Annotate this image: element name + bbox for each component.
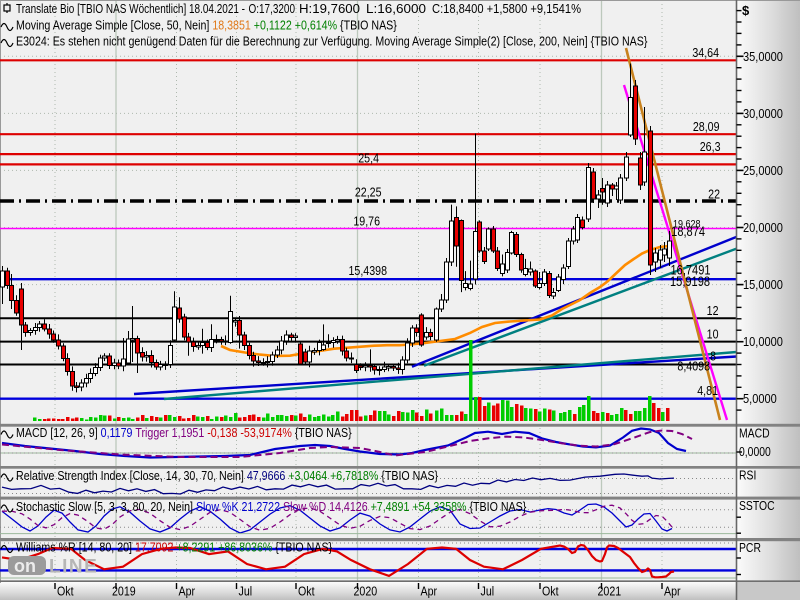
svg-text:19,76: 19,76	[353, 213, 380, 228]
svg-text:Okt: Okt	[57, 583, 74, 598]
svg-text:Apr: Apr	[421, 583, 438, 598]
svg-text:15,0000: 15,0000	[743, 277, 783, 292]
svg-text:28,09: 28,09	[693, 119, 720, 134]
svg-text:Translate Bio [TBIO NAS Wöche: Translate Bio [TBIO NAS Wöchentlich] 18.…	[16, 1, 245, 16]
svg-text:12: 12	[707, 303, 719, 318]
svg-text:Relative Strength Index [Close: Relative Strength Index [Close, 14, 30, …	[16, 468, 438, 483]
svg-text:Stochastic Slow [5, 3, 3, 80,: Stochastic Slow [5, 3, 3, 80, 20, Nein] …	[16, 499, 526, 514]
svg-text:35,0000: 35,0000	[743, 49, 783, 64]
svg-text:Apr: Apr	[179, 583, 196, 598]
svg-text:PCR: PCR	[739, 541, 761, 555]
svg-text:20,0000: 20,0000	[743, 220, 783, 235]
svg-text:22: 22	[708, 186, 720, 201]
svg-text:5,0000: 5,0000	[743, 391, 777, 406]
svg-text:8: 8	[710, 348, 716, 363]
svg-text:C:18,8400 +1,5800 +9,1541%: C:18,8400 +1,5800 +9,1541%	[432, 1, 581, 16]
svg-text:Jul: Jul	[239, 583, 253, 598]
svg-text:8,4098: 8,4098	[677, 358, 710, 373]
svg-text:0,0000: 0,0000	[739, 445, 771, 459]
svg-text:MACD: MACD	[739, 426, 770, 440]
svg-text:25,4: 25,4	[358, 150, 379, 165]
svg-text:O:17,3200: O:17,3200	[249, 1, 296, 16]
svg-text:10: 10	[707, 326, 719, 341]
svg-text:SSTOC: SSTOC	[739, 499, 775, 513]
svg-text:18,874: 18,874	[671, 224, 705, 239]
svg-text:E3024: Es stehen nicht genügen: E3024: Es stehen nicht genügend Daten fü…	[16, 33, 647, 48]
svg-text:$: $	[742, 3, 750, 18]
svg-text:MACD [12, 26, 9] 0,1179 Trigge: MACD [12, 26, 9] 0,1179 Trigger 1,1951 -…	[16, 425, 352, 440]
svg-text:25,0000: 25,0000	[743, 163, 783, 178]
svg-text:2020: 2020	[354, 583, 378, 598]
svg-text:Moving Average Simple [Close,: Moving Average Simple [Close, 50, Nein] …	[16, 17, 397, 32]
svg-text:26,3: 26,3	[700, 139, 721, 154]
svg-text:Jul: Jul	[481, 583, 495, 598]
svg-text:34,64: 34,64	[692, 45, 719, 60]
svg-text:22,25: 22,25	[355, 185, 382, 200]
svg-text:Okt: Okt	[542, 583, 559, 598]
svg-text:15,9198: 15,9198	[670, 274, 710, 289]
svg-text:RSI: RSI	[739, 468, 756, 482]
svg-text:19,628: 19,628	[673, 219, 701, 231]
svg-text:2019: 2019	[112, 583, 136, 598]
svg-text:LINE: LINE	[49, 557, 98, 578]
svg-text:on: on	[14, 556, 36, 576]
svg-text:Williams %R [14, 80, 20] 17,70: Williams %R [14, 80, 20] 17,7092 +8,2291…	[16, 539, 332, 554]
svg-text:H:19,7600: H:19,7600	[299, 1, 360, 16]
svg-text:2021: 2021	[598, 583, 622, 598]
svg-text:10,0000: 10,0000	[743, 334, 783, 349]
svg-text:Apr: Apr	[664, 583, 681, 598]
svg-text:4,81: 4,81	[697, 383, 718, 398]
svg-text:15,4398: 15,4398	[348, 263, 387, 278]
svg-text:16,7491: 16,7491	[671, 262, 711, 277]
svg-text:30,0000: 30,0000	[743, 106, 783, 121]
svg-text:Okt: Okt	[298, 583, 315, 598]
svg-text:L:16,6000: L:16,6000	[366, 1, 426, 16]
